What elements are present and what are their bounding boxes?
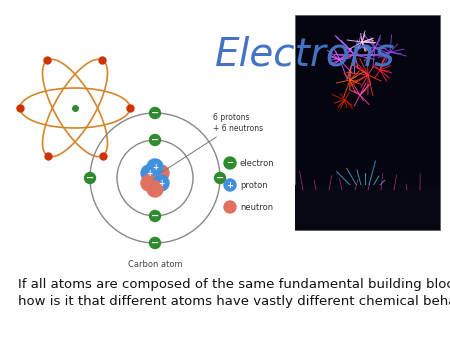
Circle shape — [224, 201, 236, 213]
Text: −: − — [226, 159, 234, 168]
Circle shape — [141, 165, 157, 181]
Text: −: − — [216, 173, 224, 183]
Text: −: − — [151, 211, 159, 221]
Circle shape — [224, 157, 236, 169]
Text: neutron: neutron — [240, 202, 273, 212]
Circle shape — [141, 175, 157, 191]
Text: If all atoms are composed of the same fundamental building blocks,: If all atoms are composed of the same fu… — [18, 278, 450, 291]
Text: −: − — [151, 238, 159, 248]
Text: +: + — [152, 163, 158, 171]
Circle shape — [85, 172, 95, 184]
Text: 6 protons
+ 6 neutrons: 6 protons + 6 neutrons — [162, 113, 263, 172]
Text: Carbon atom: Carbon atom — [128, 260, 182, 269]
Circle shape — [215, 172, 225, 184]
Text: proton: proton — [240, 180, 268, 190]
Circle shape — [149, 135, 161, 145]
Text: −: − — [151, 135, 159, 145]
Circle shape — [224, 179, 236, 191]
FancyBboxPatch shape — [295, 15, 440, 230]
Circle shape — [149, 211, 161, 221]
Text: electron: electron — [240, 159, 274, 168]
Text: how is it that different atoms have vastly different chemical behaviors?: how is it that different atoms have vast… — [18, 295, 450, 308]
FancyBboxPatch shape — [295, 185, 440, 230]
Circle shape — [147, 159, 163, 175]
Circle shape — [149, 107, 161, 119]
Text: Electrons: Electrons — [215, 36, 396, 74]
Circle shape — [153, 175, 169, 191]
Text: −: − — [86, 173, 94, 183]
Text: −: − — [151, 108, 159, 118]
Text: +: + — [158, 178, 164, 188]
Circle shape — [149, 238, 161, 248]
Circle shape — [147, 181, 163, 197]
Text: +: + — [146, 169, 152, 177]
Circle shape — [153, 165, 169, 181]
Text: +: + — [226, 180, 234, 190]
